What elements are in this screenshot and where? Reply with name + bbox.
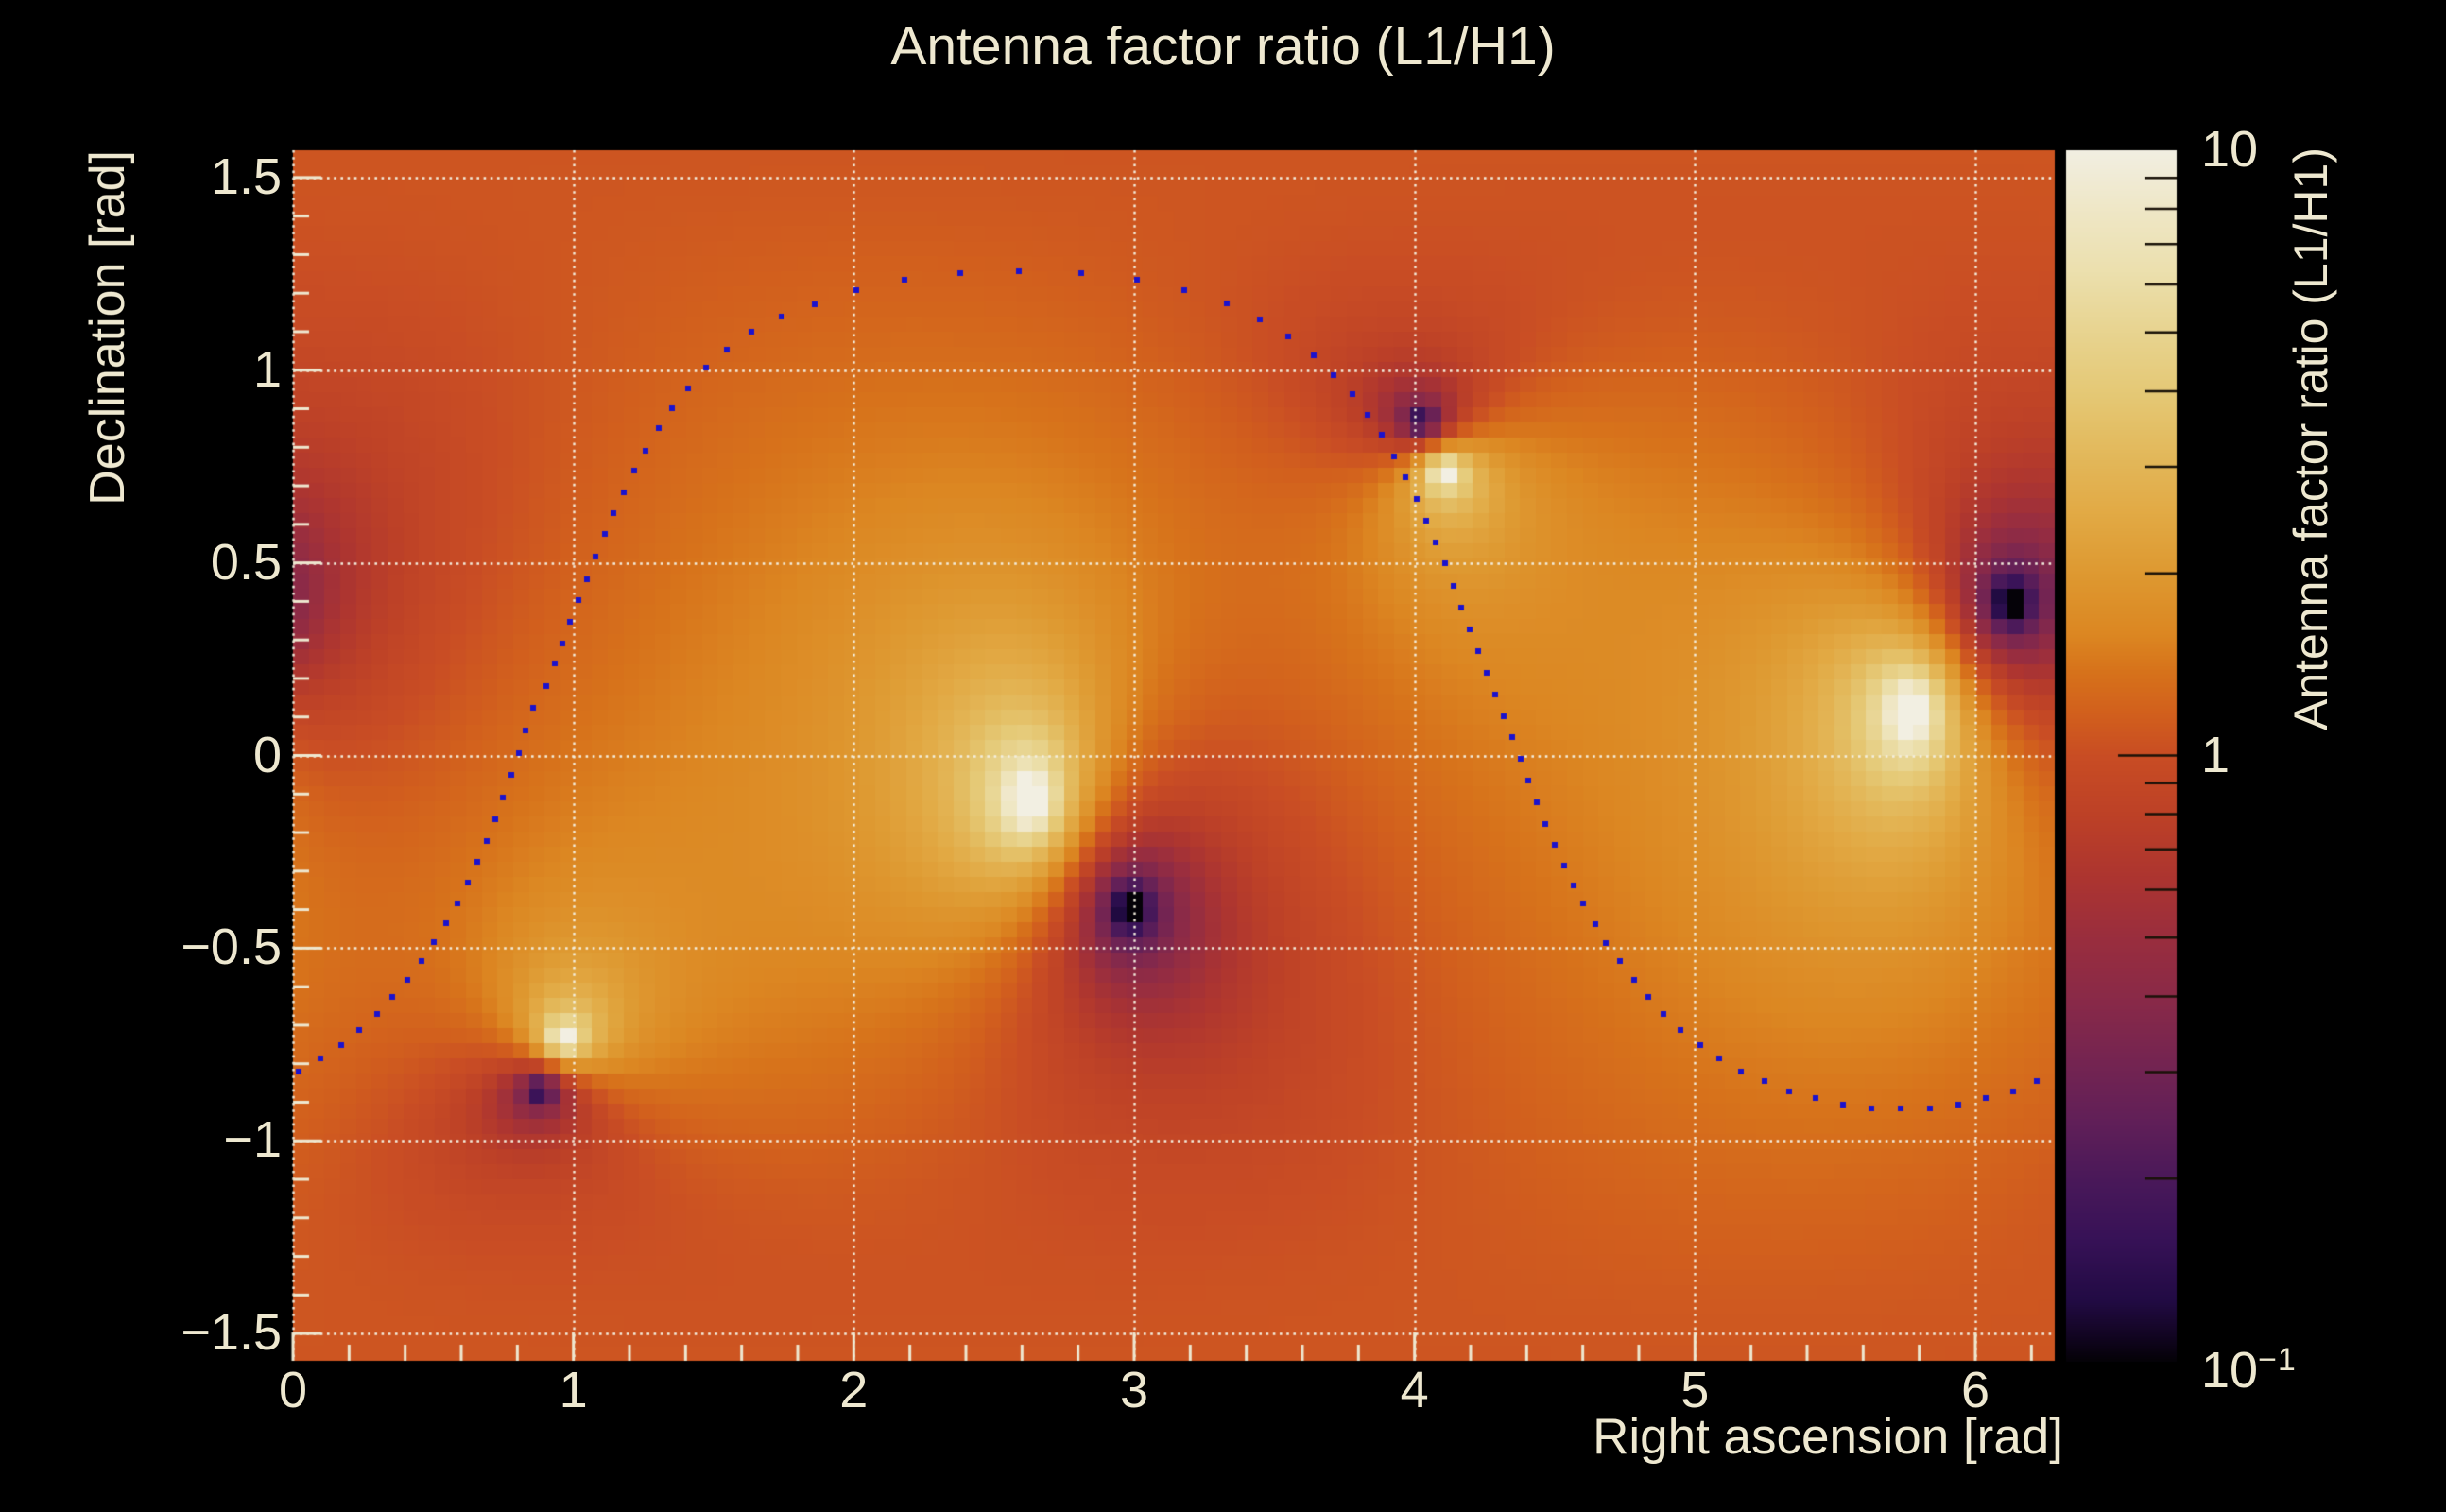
y-tick-label: −1.5: [181, 1304, 282, 1362]
x-tick-label: 5: [1680, 1362, 1710, 1418]
colorbar-tick-label: 10: [2201, 121, 2259, 178]
x-axis-title: Right ascension [rad]: [1593, 1409, 2063, 1465]
y-axis-title: Declination [rad]: [80, 150, 135, 506]
x-tick-label: 2: [839, 1362, 869, 1418]
x-tick-label: 0: [278, 1362, 308, 1418]
y-tick-label: 1: [252, 340, 282, 398]
x-tick-label: 6: [1960, 1362, 1990, 1418]
colorbar-title: Antenna factor ratio (L1/H1): [2284, 147, 2337, 730]
x-tick-label: 4: [1400, 1362, 1429, 1418]
y-tick-label: 1.5: [210, 147, 282, 205]
y-tick-label: −0.5: [181, 919, 282, 976]
y-tick-label: 0: [252, 726, 282, 783]
colorbar-tick-label: 10−1: [2201, 1342, 2297, 1399]
y-tick-label: 0.5: [210, 533, 282, 591]
plot-title: Antenna factor ratio (L1/H1): [890, 16, 1556, 77]
x-tick-label: 3: [1119, 1362, 1149, 1418]
colorbar-tick-label: 1: [2201, 726, 2231, 783]
x-tick-label: 1: [559, 1362, 588, 1418]
y-tick-label: −1: [223, 1111, 282, 1169]
